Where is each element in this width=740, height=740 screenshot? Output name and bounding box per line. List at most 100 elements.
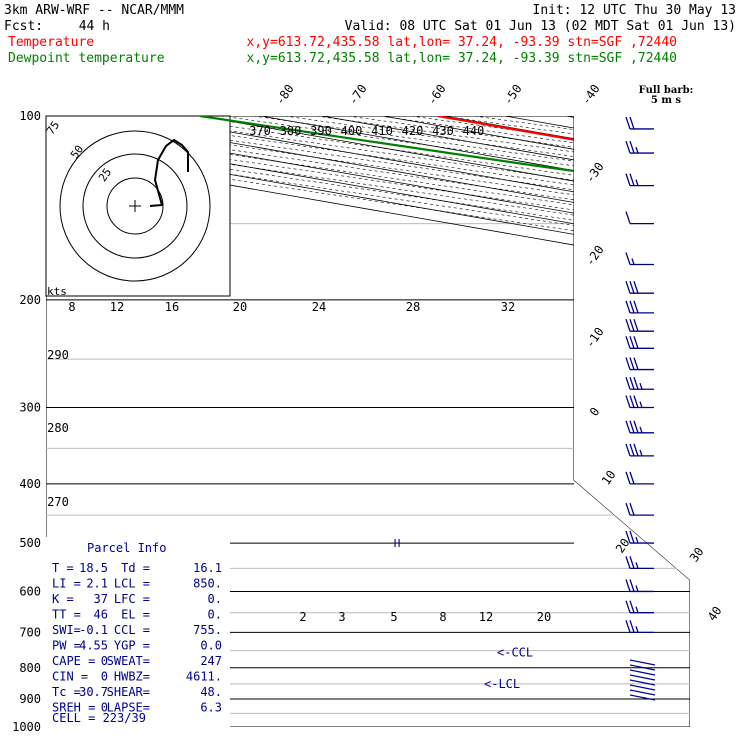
- dry-adiabat: [316, 116, 690, 727]
- parcel-field: 16.1: [193, 561, 222, 575]
- dry-adiabat: [158, 116, 690, 727]
- isotherm-label: -50: [501, 82, 525, 108]
- wind-barb-half: [639, 383, 643, 390]
- ccl-marker: <-CCL: [497, 645, 533, 659]
- sounding-series: [199, 116, 690, 726]
- wind-barb-flag: [629, 173, 635, 186]
- theta-side-label: 290: [47, 348, 69, 362]
- wind-barb-half: [635, 606, 639, 613]
- isotherm-line: [199, 116, 690, 727]
- fcst-value: 44 h: [79, 19, 110, 34]
- pressure-label: 400: [19, 477, 41, 491]
- wind-barb-half: [639, 426, 643, 434]
- pressure-label: 800: [19, 661, 41, 675]
- wind-barb-flag: [629, 116, 635, 130]
- parcel-field: 18.5: [79, 561, 108, 575]
- theta-label: 370: [249, 124, 271, 138]
- wind-barb-flag: [625, 530, 631, 544]
- wind-barb-half: [635, 536, 639, 544]
- moist-adiabat: [728, 300, 740, 727]
- wind-barb-flag: [625, 556, 631, 569]
- wind-barb-flag: [629, 620, 635, 633]
- wind-barb-half: [635, 146, 639, 154]
- parcel-field: 0: [101, 701, 108, 715]
- parcel-field: HWBZ=: [114, 670, 150, 684]
- parcel-field: 2.1: [86, 577, 108, 591]
- isotherm-line: [46, 116, 690, 727]
- hodograph-trace: [149, 138, 189, 207]
- parcel-info-title: Parcel Info: [87, 541, 166, 555]
- wind-barb-flag: [633, 318, 639, 332]
- isotherm-label: -60: [425, 82, 449, 108]
- parcel-field: 0.: [208, 608, 222, 622]
- wind-barb-flag: [629, 556, 635, 569]
- dewpoint-legend: Dewpoint temperature: [8, 51, 165, 66]
- isotherm-line: [382, 116, 690, 727]
- isotherm-label: -30: [583, 160, 607, 186]
- wind-barb-flag: [625, 211, 631, 224]
- wind-barb-flag: [625, 300, 631, 314]
- isotherm-label: 20: [613, 536, 633, 556]
- wind-barb-flag: [629, 140, 635, 154]
- parcel-field: LFC =: [114, 592, 150, 606]
- wind-barb-low: [629, 664, 656, 671]
- isotherm-line: [565, 116, 690, 727]
- parcel-field: 0: [101, 654, 108, 668]
- isotherm-label: 30: [687, 545, 707, 565]
- wind-barb-flag: [629, 420, 635, 434]
- wind-barb-flag: [633, 357, 639, 370]
- parcel-field: TT =: [52, 608, 81, 622]
- wind-barb-flag: [633, 336, 639, 349]
- wind-barb-flag: [629, 281, 635, 294]
- valid-time: Valid: 08 UTC Sat 01 Jun 13 (02 MDT Sat …: [345, 19, 736, 34]
- wind-barb-flag: [629, 336, 635, 349]
- wind-barb-half: [631, 258, 635, 265]
- parcel-field: CIN =: [52, 670, 88, 684]
- theta-label: 380: [280, 124, 302, 138]
- wind-barb-flag: [633, 395, 639, 408]
- pressure-label: 300: [19, 401, 41, 415]
- wind-barb-half: [635, 562, 639, 569]
- parcel-field: EL =: [121, 608, 150, 622]
- theta-label: 390: [310, 124, 332, 138]
- wind-barb-low: [629, 694, 656, 701]
- pressure-label: 900: [19, 692, 41, 706]
- wind-barb-flag: [625, 357, 631, 370]
- parcel-field: T =: [52, 561, 74, 575]
- wind-barb-flag: [625, 420, 631, 434]
- parcel-field: 0: [101, 670, 108, 684]
- wind-barb-flag: [625, 252, 631, 265]
- hodograph-ring-label: 25: [96, 166, 114, 184]
- isotherm-label: -70: [346, 82, 370, 108]
- mixing-ratio-label: 12: [479, 610, 493, 624]
- isotherm-label: -80: [273, 82, 297, 108]
- hodograph-ring-label: 75: [44, 119, 62, 137]
- wind-barb-low: [629, 669, 656, 676]
- dry-adiabat: [284, 116, 690, 727]
- hodo-speed-label: 16: [165, 300, 179, 314]
- parcel-field: PW =: [52, 639, 81, 653]
- parcel-field: K =: [52, 592, 74, 606]
- isotherm-line: [504, 116, 690, 727]
- wind-barb-flag: [625, 620, 631, 633]
- parcel-field: 850.: [193, 577, 222, 591]
- theta-label: 440: [463, 124, 485, 138]
- parcel-field: 48.: [200, 685, 222, 699]
- lcl-marker: <-LCL: [484, 677, 520, 691]
- wind-barb-half: [639, 449, 643, 457]
- pressure-label: 1000: [12, 720, 41, 734]
- parcel-field: 4.55: [79, 639, 108, 653]
- pressure-label: 100: [19, 109, 41, 123]
- model-title: 3km ARW-WRF -- NCAR/MMM: [4, 3, 184, 18]
- isotherm-line: [46, 116, 690, 727]
- parcel-field: 6.3: [200, 701, 222, 715]
- hodograph-ring: [59, 130, 211, 282]
- plot-frame: [46, 116, 690, 727]
- parcel-field: SHEAR=: [107, 685, 150, 699]
- hodo-speed-label: 28: [406, 300, 420, 314]
- isotherm-line: [46, 116, 690, 727]
- hodo-speed-label: 8: [68, 300, 75, 314]
- wind-barb-flag: [633, 281, 639, 294]
- wind-barb-low: [629, 689, 656, 696]
